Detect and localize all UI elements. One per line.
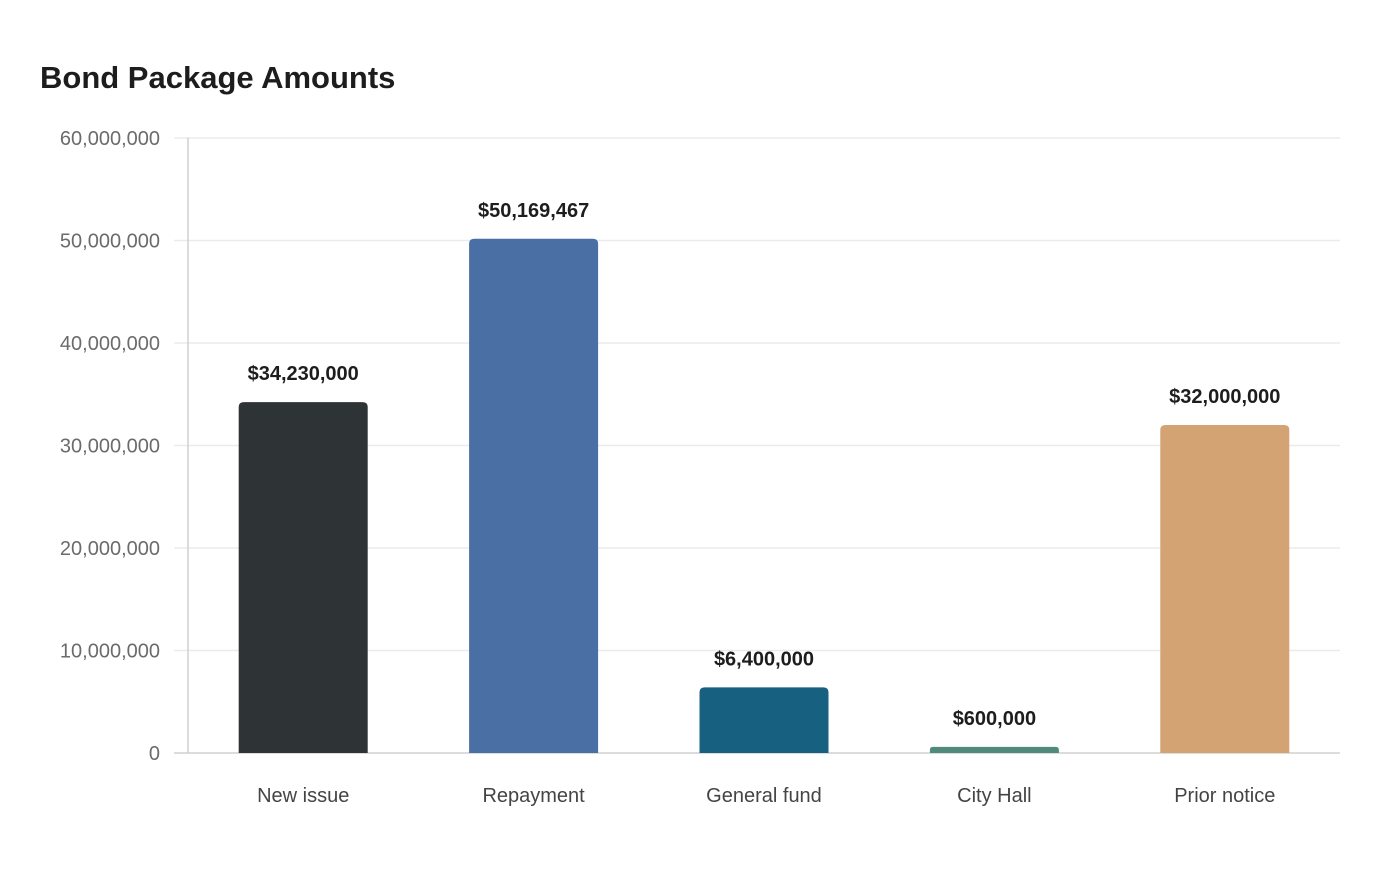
x-category-label: Repayment xyxy=(482,785,585,807)
x-category-label: General fund xyxy=(706,785,822,807)
chart-title: Bond Package Amounts xyxy=(40,60,396,95)
bar xyxy=(1160,425,1290,753)
bar xyxy=(469,238,599,754)
y-tick-label: 0 xyxy=(149,743,160,765)
value-labels: $34,230,000 $50,169,467 $6,400,000 $600,000… xyxy=(248,200,1281,730)
y-tick-label: 40,000,000 xyxy=(60,333,160,355)
x-category-label: Prior notice xyxy=(1174,785,1275,807)
bar xyxy=(699,687,829,753)
x-category-label: City Hall xyxy=(957,785,1031,807)
bar xyxy=(238,402,368,753)
bar xyxy=(929,746,1059,753)
bar-value-label: $6,400,000 xyxy=(714,648,814,670)
bars xyxy=(238,238,1290,754)
bar-value-label: $600,000 xyxy=(953,708,1036,730)
bar-value-label: $32,000,000 xyxy=(1169,386,1280,408)
y-tick-label: 30,000,000 xyxy=(60,436,160,458)
y-tick-label: 20,000,000 xyxy=(60,538,160,560)
y-tick-label: 60,000,000 xyxy=(60,128,160,150)
gridlines xyxy=(174,137,1340,652)
category-labels: New issue Repayment General fund City Hall P… xyxy=(257,785,1275,807)
x-category-label: New issue xyxy=(257,785,349,807)
bar-value-label: $50,169,467 xyxy=(478,200,589,222)
y-axis-ticks: 0 10,000,000 20,000,000 30,000,000 40,000,00… xyxy=(60,128,160,765)
y-tick-label: 10,000,000 xyxy=(60,641,160,663)
y-tick-label: 50,000,000 xyxy=(60,231,160,253)
bar-value-label: $34,230,000 xyxy=(248,363,359,385)
